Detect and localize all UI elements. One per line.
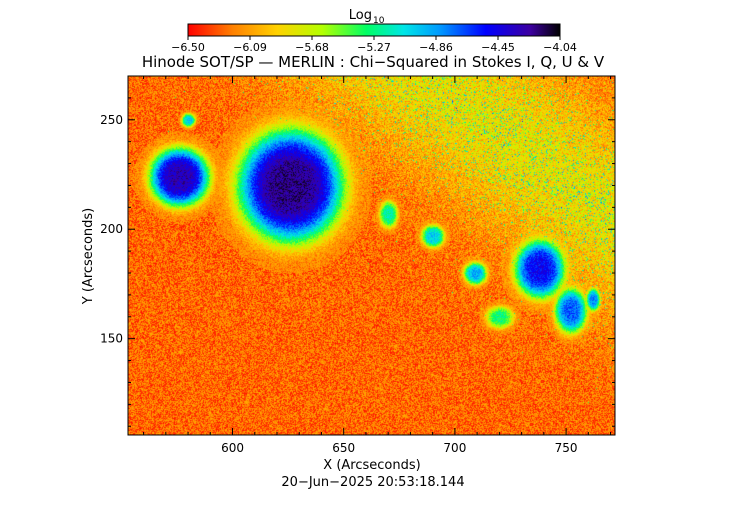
x-tick-label: 600	[221, 441, 244, 455]
chart-title: Hinode SOT/SP — MERLIN : Chi−Squared in …	[142, 53, 605, 71]
colorbar-tick-label: −5.27	[357, 41, 391, 54]
colorbar-tick-label: −6.09	[233, 41, 267, 54]
y-axis-label: Y (Arcseconds)	[81, 208, 96, 305]
y-tick-label: 200	[100, 222, 123, 236]
x-axis-label: X (Arcseconds)	[323, 458, 420, 473]
y-axis: 150 200 250	[100, 75, 615, 427]
y-tick-label: 250	[100, 113, 123, 127]
x-tick-label: 750	[555, 441, 578, 455]
timestamp: 20−Jun−2025 20:53:18.144	[281, 475, 464, 490]
colorbar-ticks: −6.50 −6.09 −5.68 −5.27 −4.86 −4.45 −4.04	[171, 36, 577, 54]
x-axis: 600 650 700 750	[143, 76, 612, 455]
colorbar-label: Log	[349, 8, 372, 23]
colorbar-label-subscript: 10	[373, 16, 385, 26]
colorbar-tick-label: −6.50	[171, 41, 205, 54]
x-tick-label: 650	[332, 441, 355, 455]
colorbar-tick-label: −4.86	[419, 41, 453, 54]
plot-frame	[127, 75, 616, 436]
y-tick-label: 150	[100, 332, 123, 346]
x-tick-label: 700	[443, 441, 466, 455]
colorbar-tick-label: −4.45	[481, 41, 515, 54]
colorbar-tick-label: −5.68	[295, 41, 329, 54]
colorbar	[187, 23, 561, 37]
heatmap-image	[128, 76, 615, 435]
colorbar-tick-label: −4.04	[543, 41, 577, 54]
